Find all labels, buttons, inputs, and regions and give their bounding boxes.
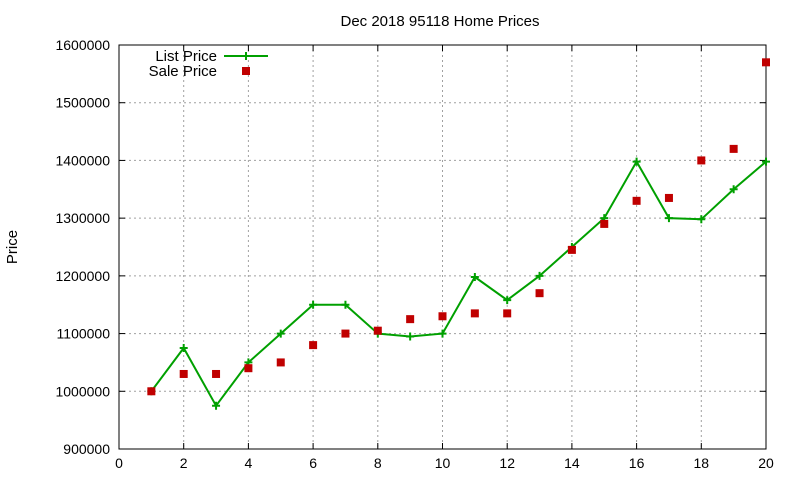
sale-price-point: [535, 289, 544, 298]
y-tick-label: 1100000: [57, 326, 111, 342]
sale-price-point: [373, 326, 382, 335]
list-price-point: [470, 273, 479, 282]
sale-price-point: [341, 329, 350, 338]
grid: [119, 45, 766, 449]
sale-price-point: [276, 358, 285, 367]
y-tick-label: 1500000: [55, 95, 110, 111]
legend-marker-list-price: [242, 52, 250, 60]
sale-price-point: [762, 58, 770, 67]
list-price-point: [276, 329, 285, 338]
legend-label-list-price: List Price: [155, 48, 217, 65]
list-price-point: [341, 300, 350, 309]
list-price-point: [212, 401, 221, 410]
sale-price-point: [470, 309, 479, 318]
list-price-point: [762, 157, 770, 166]
list-price-point: [729, 185, 738, 194]
x-tick-label: 8: [374, 455, 382, 471]
sale-price-point: [179, 369, 188, 378]
sale-price-point: [212, 369, 221, 378]
sale-price-point: [244, 364, 253, 373]
sale-price-point: [697, 156, 706, 165]
sale-price-point: [438, 312, 447, 321]
x-tick-label: 12: [499, 455, 515, 471]
axis-ticks: 0 2 4 6 8 10 12 14 16 18 20 900000 1000000 1100000 120…: [55, 37, 774, 471]
x-tick-label: 4: [245, 455, 253, 471]
list-price-point: [632, 157, 641, 166]
list-price-point: [664, 214, 673, 223]
x-tick-label: 2: [180, 455, 188, 471]
x-tick-label: 0: [115, 455, 123, 471]
legend: List Price Sale Price: [149, 48, 268, 80]
list-price-point: [309, 300, 318, 309]
sale-price-point: [309, 341, 318, 350]
y-tick-label: 1000000: [55, 383, 110, 399]
y-tick-label: 1200000: [55, 268, 110, 284]
sale-price-point: [406, 315, 415, 324]
x-tick-label: 20: [758, 455, 774, 471]
x-tick-label: 10: [435, 455, 451, 471]
list-price-point: [406, 332, 415, 341]
sale-price-point: [632, 196, 641, 205]
x-tick-label: 14: [564, 455, 580, 471]
sale-price-point: [567, 245, 576, 254]
x-tick-label: 18: [694, 455, 710, 471]
list-price-point: [179, 344, 188, 352]
series-layer: [147, 58, 770, 410]
list-price-point: [503, 296, 512, 305]
y-tick-label: 1400000: [55, 152, 110, 168]
sale-price-point: [503, 309, 512, 318]
list-price-point: [438, 329, 447, 338]
sale-price-point: [664, 193, 673, 202]
list-price-point: [697, 215, 706, 224]
x-tick-label: 16: [629, 455, 645, 471]
series-line-list-price: [150, 159, 767, 408]
y-axis-label: Price: [4, 230, 21, 264]
sale-price-point: [729, 144, 738, 153]
legend-marker-sale-price: [242, 67, 250, 75]
y-tick-label: 1600000: [55, 37, 110, 53]
sale-price-point: [147, 387, 156, 396]
y-tick-label: 900000: [63, 441, 110, 457]
legend-label-sale-price: Sale Price: [149, 63, 217, 80]
chart-title: Dec 2018 95118 Home Prices: [341, 13, 540, 30]
list-price-point: [535, 271, 544, 280]
y-tick-label: 1300000: [55, 210, 110, 226]
x-tick-label: 6: [309, 455, 317, 471]
sale-price-point: [600, 219, 609, 228]
